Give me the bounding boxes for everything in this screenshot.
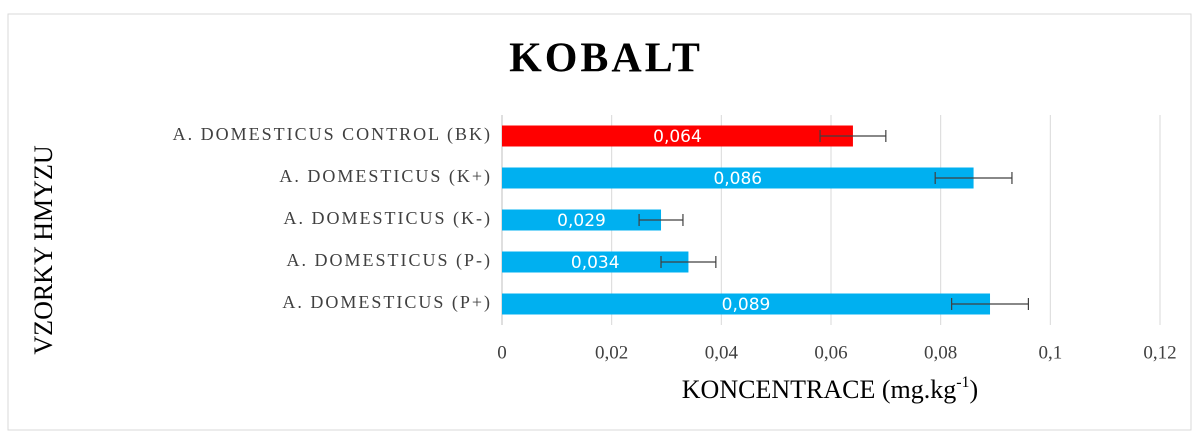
y-tick-label: A. DOMESTICUS CONTROL (BK): [173, 124, 492, 145]
y-tick-label: A. DOMESTICUS (K+): [279, 166, 492, 187]
x-tick-label: 0,06: [814, 342, 847, 363]
x-axis-title-text: KONCENTRACE (mg.kg: [682, 375, 956, 404]
x-tick-label: 0,02: [595, 342, 628, 363]
bar-value-label: 0,064: [653, 127, 702, 147]
x-axis-title-sup: -1: [956, 374, 969, 391]
y-tick-label: A. DOMESTICUS (P-): [286, 250, 492, 271]
x-axis-title-suffix: ): [970, 375, 979, 404]
x-tick-label: 0: [497, 342, 507, 363]
bar-value-label: 0,034: [571, 253, 620, 273]
bar: [502, 293, 991, 315]
bar: [502, 209, 662, 231]
bar: [502, 167, 974, 189]
bar: [502, 251, 689, 273]
x-tick-label: 0,12: [1143, 342, 1176, 363]
bar-value-label: 0,089: [722, 295, 771, 315]
y-tick-label: A. DOMESTICUS (K-): [284, 208, 493, 229]
bar-value-label: 0,029: [557, 211, 606, 231]
x-tick-label: 0,04: [705, 342, 739, 363]
x-axis-title: KONCENTRACE (mg.kg-1): [682, 374, 978, 404]
y-axis-title: VZORKY HMYZU: [29, 145, 58, 354]
x-tick-label: 0,1: [1038, 342, 1062, 363]
bar-value-label: 0,086: [713, 169, 762, 189]
y-tick-label: A. DOMESTICUS (P+): [282, 292, 492, 313]
bar: [502, 125, 853, 147]
chart-title: KOBALT: [509, 36, 703, 82]
x-tick-label: 0,08: [924, 342, 957, 363]
